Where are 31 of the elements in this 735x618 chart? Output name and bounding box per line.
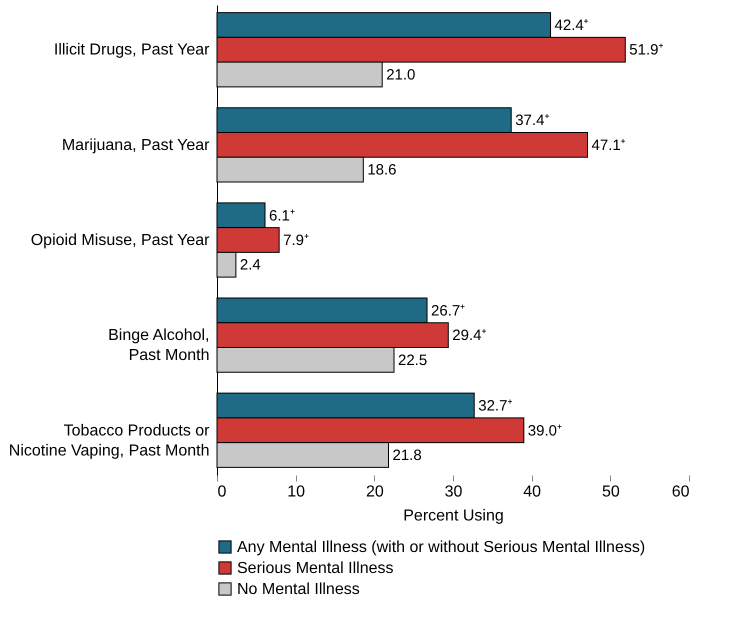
legend-label: Any Mental Illness (with or without Serious Mental Illness) <box>237 539 646 556</box>
y-tick-label: Illicit Drugs, Past Year <box>54 42 210 59</box>
x-tick-label: 60 <box>672 484 690 500</box>
x-tick-label: 10 <box>287 484 306 500</box>
legend-label: No Mental Illness <box>237 581 360 598</box>
data-label: 32.7⁺ <box>478 398 512 415</box>
y-tick-label: Tobacco Products or Nicotine Vaping, Past Month <box>8 422 210 460</box>
y-tick-label: Opioid Misuse, Past Year <box>30 232 210 249</box>
data-label: 18.6 <box>367 162 397 179</box>
data-label: 37.4⁺ <box>515 112 550 130</box>
x-tick-label: 40 <box>523 484 542 500</box>
data-label: 39.0⁺ <box>528 422 562 440</box>
x-tick-label: 30 <box>444 484 462 500</box>
y-tick-label: Marijuana, Past Year <box>62 136 210 154</box>
data-label: 21.0 <box>386 66 416 84</box>
data-label: 7.9⁺ <box>283 232 310 249</box>
data-label: 47.1⁺ <box>592 136 626 154</box>
x-axis-title: Percent Using <box>403 508 504 524</box>
data-label: 42.4⁺ <box>554 16 589 34</box>
legend-label: Serious Mental Illness <box>237 560 394 577</box>
data-label: 21.8 <box>392 447 422 464</box>
y-tick-label: Binge Alcohol, Past Month <box>108 327 210 364</box>
x-tick-label: 20 <box>366 484 384 500</box>
x-tick-label: 0 <box>218 484 226 500</box>
x-tick-label: 50 <box>602 484 620 500</box>
data-label: 2.4 <box>240 256 261 274</box>
data-label: 26.7⁺ <box>431 302 466 320</box>
data-label: 51.9⁺ <box>629 42 664 59</box>
data-label: 6.1⁺ <box>268 207 295 224</box>
data-label: 29.4⁺ <box>452 327 486 344</box>
data-label: 22.5 <box>398 352 428 369</box>
